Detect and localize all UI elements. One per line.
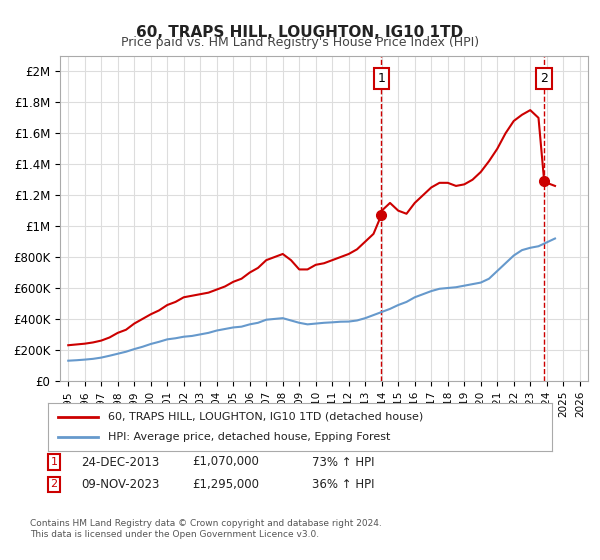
Text: 60, TRAPS HILL, LOUGHTON, IG10 1TD: 60, TRAPS HILL, LOUGHTON, IG10 1TD [136,25,464,40]
Text: £1,070,000: £1,070,000 [192,455,259,469]
Text: 1: 1 [50,457,58,467]
Text: 1: 1 [377,72,385,85]
Text: 73% ↑ HPI: 73% ↑ HPI [312,455,374,469]
Text: 24-DEC-2013: 24-DEC-2013 [81,455,159,469]
Text: HPI: Average price, detached house, Epping Forest: HPI: Average price, detached house, Eppi… [109,432,391,442]
Text: This data is licensed under the Open Government Licence v3.0.: This data is licensed under the Open Gov… [30,530,319,539]
Text: 36% ↑ HPI: 36% ↑ HPI [312,478,374,491]
Text: Contains HM Land Registry data © Crown copyright and database right 2024.: Contains HM Land Registry data © Crown c… [30,519,382,528]
Text: 2: 2 [50,479,58,489]
Text: Price paid vs. HM Land Registry's House Price Index (HPI): Price paid vs. HM Land Registry's House … [121,36,479,49]
Text: 60, TRAPS HILL, LOUGHTON, IG10 1TD (detached house): 60, TRAPS HILL, LOUGHTON, IG10 1TD (deta… [109,412,424,422]
Text: 09-NOV-2023: 09-NOV-2023 [81,478,160,491]
Text: £1,295,000: £1,295,000 [192,478,259,491]
Text: 2: 2 [540,72,548,85]
